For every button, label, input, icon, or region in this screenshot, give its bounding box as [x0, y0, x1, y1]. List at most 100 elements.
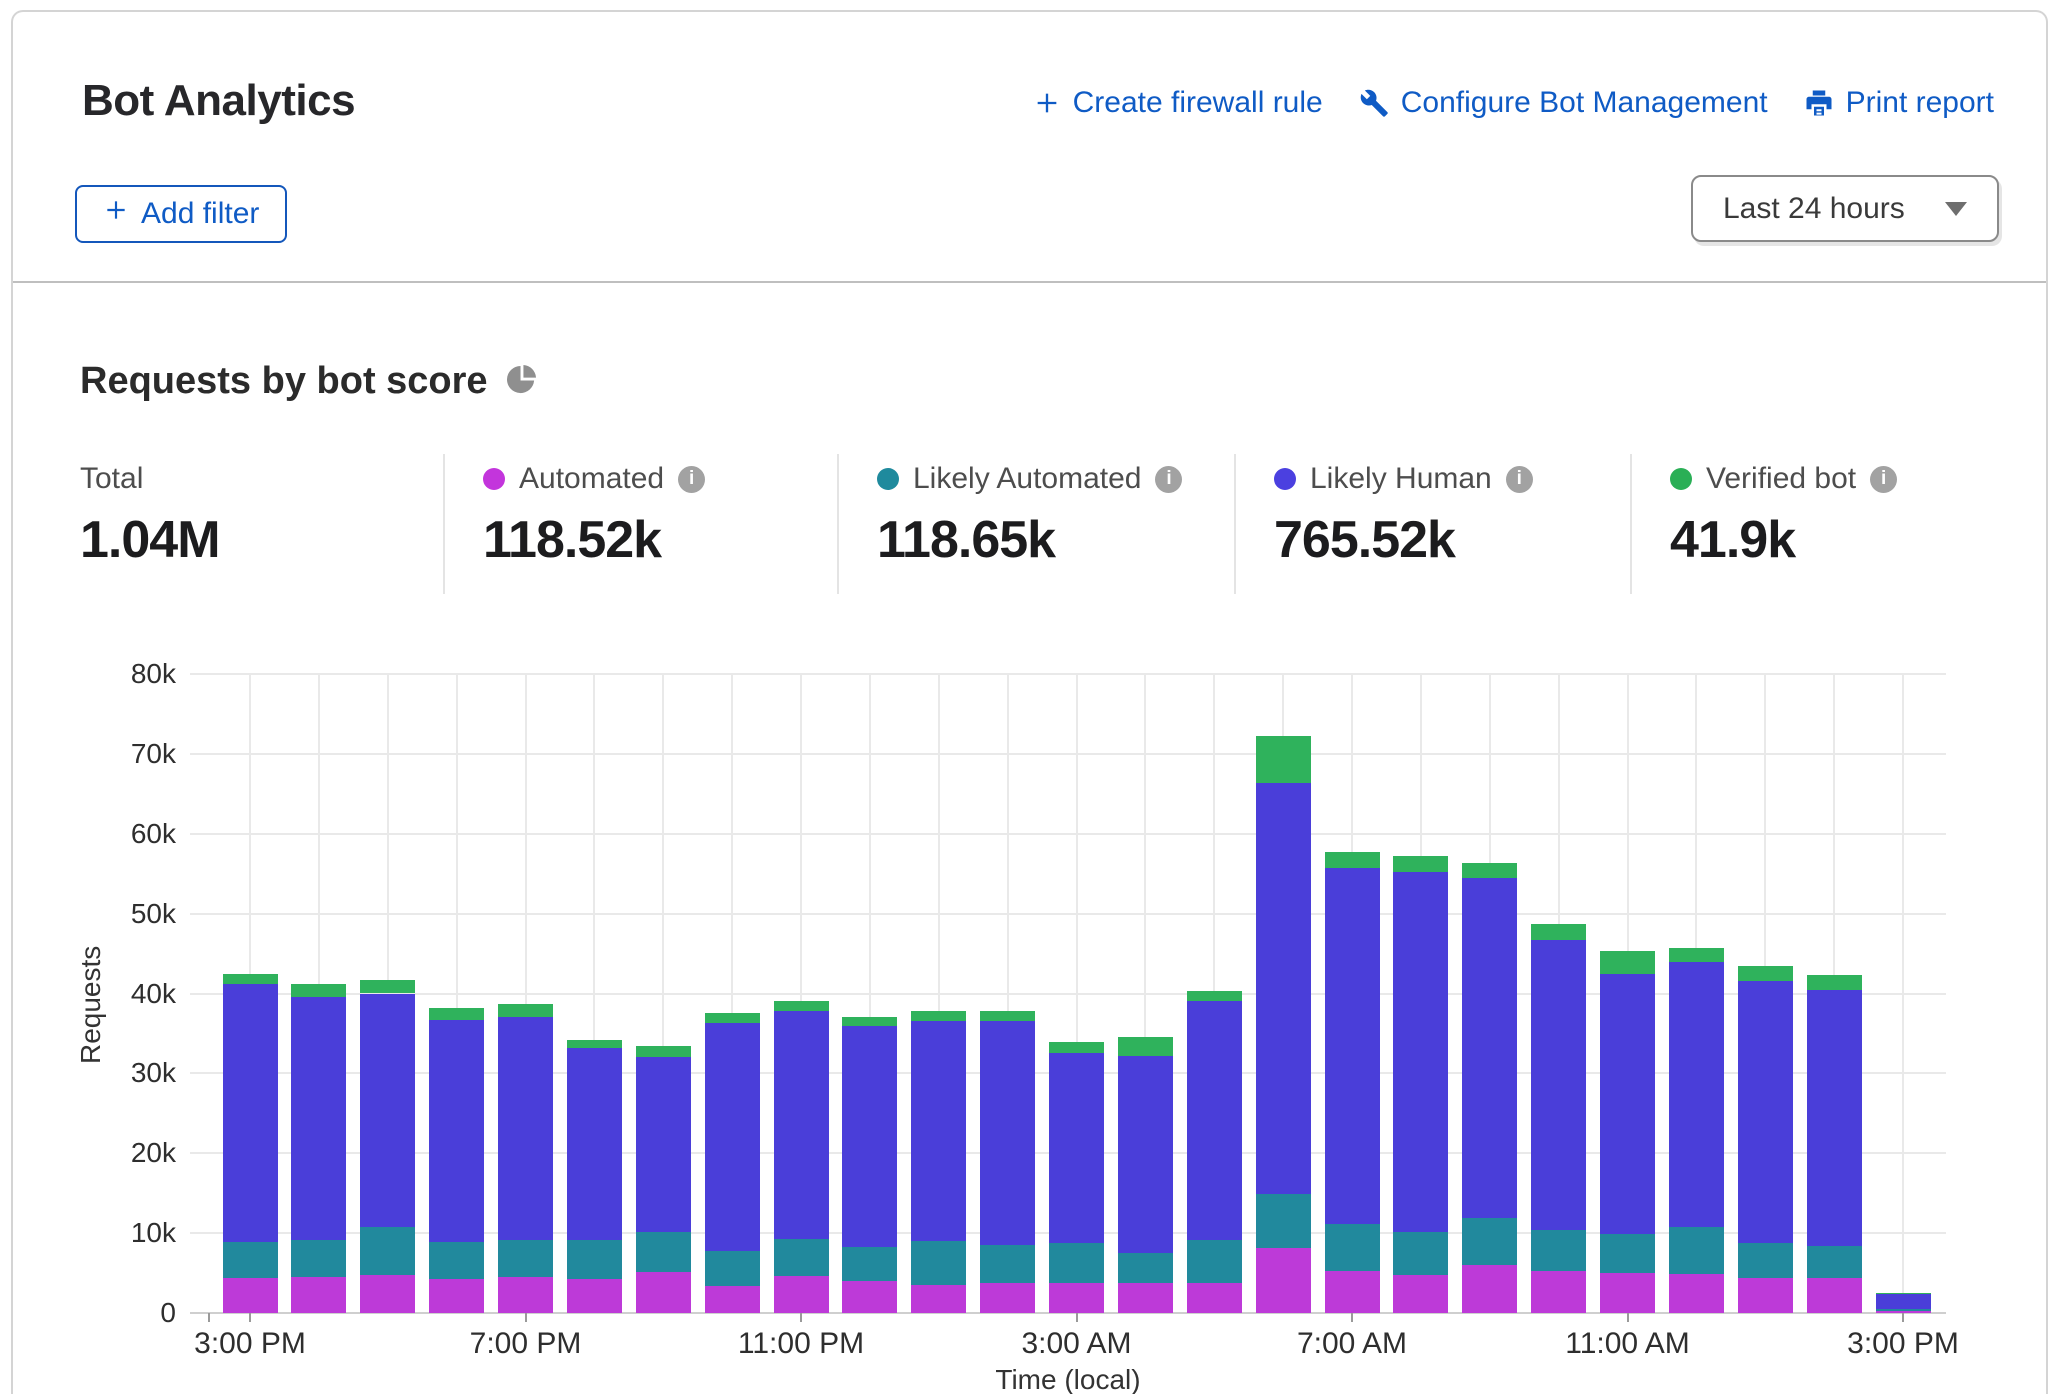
- info-icon[interactable]: i: [1155, 465, 1183, 493]
- bar-segment-likely-automated[interactable]: [360, 1226, 416, 1275]
- bar-segment-likely-automated[interactable]: [429, 1241, 485, 1280]
- bar-segment-verified-bot[interactable]: [222, 973, 278, 984]
- bar-segment-automated[interactable]: [1531, 1270, 1587, 1313]
- bar-segment-verified-bot[interactable]: [704, 1012, 760, 1024]
- bar-segment-verified-bot[interactable]: [1531, 924, 1587, 940]
- bar-segment-automated[interactable]: [566, 1279, 622, 1313]
- bar-segment-verified-bot[interactable]: [566, 1039, 622, 1048]
- bar-segment-automated[interactable]: [1117, 1283, 1173, 1313]
- bar-segment-likely-automated[interactable]: [1600, 1233, 1655, 1274]
- bar-segment-likely-human[interactable]: [498, 1017, 553, 1240]
- bar-segment-likely-automated[interactable]: [1255, 1193, 1311, 1249]
- bar-segment-likely-human[interactable]: [1324, 868, 1380, 1224]
- bar-segment-verified-bot[interactable]: [1049, 1042, 1104, 1053]
- info-icon[interactable]: i: [1870, 465, 1898, 493]
- bar-segment-likely-automated[interactable]: [1737, 1242, 1793, 1278]
- bar-segment-automated[interactable]: [1600, 1273, 1655, 1313]
- bar-segment-likely-human[interactable]: [1531, 939, 1587, 1230]
- bar-segment-verified-bot[interactable]: [635, 1046, 691, 1057]
- bar-segment-automated[interactable]: [1875, 1311, 1931, 1313]
- bar-segment-likely-human[interactable]: [1049, 1052, 1104, 1243]
- bar-segment-automated[interactable]: [1255, 1248, 1311, 1313]
- bar-segment-verified-bot[interactable]: [980, 1011, 1036, 1021]
- bar-segment-likely-human[interactable]: [222, 983, 278, 1242]
- bar-segment-likely-human[interactable]: [291, 996, 347, 1241]
- bar-segment-automated[interactable]: [911, 1285, 967, 1313]
- configure-bot-management-link[interactable]: Configure Bot Management: [1359, 86, 1768, 120]
- bar-segment-likely-automated[interactable]: [842, 1246, 898, 1282]
- bar-segment-verified-bot[interactable]: [360, 979, 416, 994]
- bar-segment-automated[interactable]: [635, 1272, 691, 1313]
- bar-segment-likely-human[interactable]: [1255, 783, 1311, 1194]
- bar-segment-verified-bot[interactable]: [911, 1011, 967, 1022]
- print-report-link[interactable]: Print report: [1804, 86, 1994, 120]
- bar-segment-automated[interactable]: [498, 1277, 553, 1313]
- bar-segment-likely-human[interactable]: [566, 1047, 622, 1241]
- add-filter-button[interactable]: Add filter: [75, 185, 288, 243]
- bar-segment-verified-bot[interactable]: [1255, 736, 1311, 784]
- bar-segment-likely-automated[interactable]: [1668, 1226, 1724, 1274]
- bar-segment-verified-bot[interactable]: [1393, 856, 1449, 873]
- bar-segment-likely-automated[interactable]: [1531, 1229, 1587, 1271]
- bar-segment-likely-human[interactable]: [1600, 973, 1655, 1234]
- info-icon[interactable]: i: [678, 465, 706, 493]
- bar-segment-likely-automated[interactable]: [1117, 1253, 1173, 1284]
- bar-segment-likely-human[interactable]: [980, 1020, 1036, 1246]
- bar-segment-likely-automated[interactable]: [1462, 1217, 1518, 1266]
- bar-segment-automated[interactable]: [1668, 1273, 1724, 1313]
- bar-segment-likely-automated[interactable]: [1186, 1240, 1242, 1283]
- bar-segment-verified-bot[interactable]: [842, 1017, 898, 1027]
- bar-segment-automated[interactable]: [1806, 1277, 1862, 1313]
- bar-segment-verified-bot[interactable]: [429, 1007, 485, 1020]
- bar-segment-automated[interactable]: [291, 1277, 347, 1313]
- bar-segment-automated[interactable]: [1186, 1282, 1242, 1313]
- bar-segment-likely-automated[interactable]: [1393, 1232, 1449, 1275]
- info-icon[interactable]: i: [1505, 465, 1533, 493]
- bar-segment-verified-bot[interactable]: [1324, 852, 1380, 869]
- bar-segment-likely-automated[interactable]: [566, 1240, 622, 1280]
- bar-segment-likely-human[interactable]: [1875, 1293, 1931, 1309]
- bar-segment-likely-automated[interactable]: [980, 1245, 1036, 1283]
- bar-segment-verified-bot[interactable]: [1737, 965, 1793, 981]
- bar-segment-verified-bot[interactable]: [1462, 862, 1518, 879]
- bar-segment-likely-automated[interactable]: [1324, 1223, 1380, 1272]
- bar-segment-likely-human[interactable]: [635, 1056, 691, 1232]
- bar-segment-likely-automated[interactable]: [291, 1240, 347, 1278]
- bar-segment-likely-human[interactable]: [1393, 872, 1449, 1233]
- bar-segment-automated[interactable]: [1462, 1265, 1518, 1313]
- bar-segment-verified-bot[interactable]: [291, 983, 347, 997]
- bar-segment-verified-bot[interactable]: [773, 1001, 829, 1012]
- bar-segment-likely-human[interactable]: [1806, 990, 1862, 1246]
- bar-segment-likely-human[interactable]: [1462, 878, 1518, 1218]
- bar-segment-automated[interactable]: [429, 1279, 485, 1313]
- bar-segment-automated[interactable]: [1049, 1282, 1104, 1313]
- bar-segment-likely-human[interactable]: [842, 1026, 898, 1247]
- bar-segment-automated[interactable]: [980, 1282, 1036, 1313]
- bar-segment-likely-human[interactable]: [773, 1011, 829, 1239]
- bar-segment-likely-automated[interactable]: [773, 1238, 829, 1277]
- bar-segment-likely-human[interactable]: [1737, 980, 1793, 1243]
- bar-segment-likely-automated[interactable]: [1049, 1242, 1104, 1283]
- bar-segment-verified-bot[interactable]: [1600, 951, 1655, 974]
- bar-segment-likely-human[interactable]: [360, 993, 416, 1227]
- bar-segment-automated[interactable]: [773, 1276, 829, 1313]
- bar-segment-likely-automated[interactable]: [704, 1251, 760, 1286]
- bar-segment-likely-human[interactable]: [1186, 1001, 1242, 1241]
- bar-segment-verified-bot[interactable]: [1186, 991, 1242, 1002]
- bar-segment-likely-human[interactable]: [1117, 1055, 1173, 1254]
- bar-segment-verified-bot[interactable]: [1806, 975, 1862, 991]
- bar-segment-likely-human[interactable]: [429, 1019, 485, 1242]
- bar-segment-likely-automated[interactable]: [1806, 1245, 1862, 1278]
- bar-segment-likely-human[interactable]: [704, 1023, 760, 1252]
- bar-segment-likely-automated[interactable]: [222, 1241, 278, 1278]
- bar-segment-automated[interactable]: [360, 1274, 416, 1313]
- bar-segment-likely-human[interactable]: [1668, 962, 1724, 1227]
- time-range-select[interactable]: Last 24 hours: [1691, 175, 1999, 242]
- bar-segment-verified-bot[interactable]: [1117, 1036, 1173, 1056]
- bar-segment-likely-automated[interactable]: [1875, 1309, 1931, 1312]
- bar-segment-automated[interactable]: [222, 1277, 278, 1313]
- bar-segment-verified-bot[interactable]: [1875, 1293, 1931, 1294]
- bar-segment-likely-automated[interactable]: [911, 1241, 967, 1286]
- bar-segment-likely-automated[interactable]: [635, 1231, 691, 1273]
- bar-segment-automated[interactable]: [704, 1285, 760, 1313]
